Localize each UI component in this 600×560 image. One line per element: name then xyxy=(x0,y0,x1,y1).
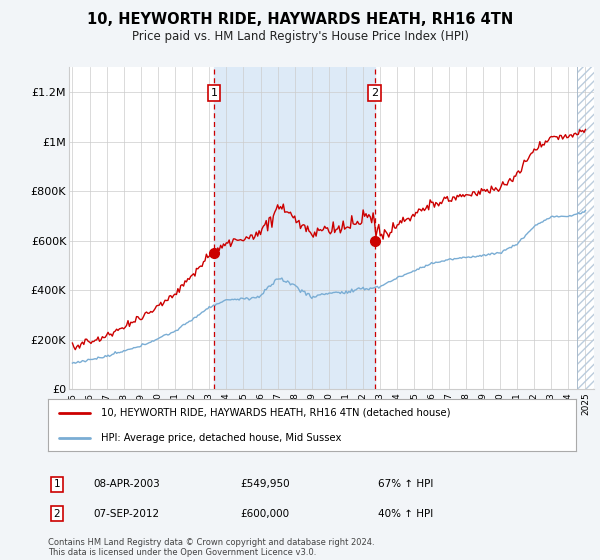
Bar xyxy=(577,67,594,389)
Text: HPI: Average price, detached house, Mid Sussex: HPI: Average price, detached house, Mid … xyxy=(101,433,341,443)
Text: Price paid vs. HM Land Registry's House Price Index (HPI): Price paid vs. HM Land Registry's House … xyxy=(131,30,469,43)
Text: 08-APR-2003: 08-APR-2003 xyxy=(93,479,160,489)
Text: 2: 2 xyxy=(371,88,379,98)
Text: 2: 2 xyxy=(53,508,61,519)
Text: 67% ↑ HPI: 67% ↑ HPI xyxy=(378,479,433,489)
Bar xyxy=(214,67,375,389)
Text: 07-SEP-2012: 07-SEP-2012 xyxy=(93,508,159,519)
Text: 1: 1 xyxy=(211,88,217,98)
Text: 40% ↑ HPI: 40% ↑ HPI xyxy=(378,508,433,519)
Text: 1: 1 xyxy=(53,479,61,489)
Text: 10, HEYWORTH RIDE, HAYWARDS HEATH, RH16 4TN: 10, HEYWORTH RIDE, HAYWARDS HEATH, RH16 … xyxy=(87,12,513,27)
Text: 10, HEYWORTH RIDE, HAYWARDS HEATH, RH16 4TN (detached house): 10, HEYWORTH RIDE, HAYWARDS HEATH, RH16 … xyxy=(101,408,450,418)
Text: £600,000: £600,000 xyxy=(240,508,289,519)
Text: Contains HM Land Registry data © Crown copyright and database right 2024.
This d: Contains HM Land Registry data © Crown c… xyxy=(48,538,374,557)
Text: £549,950: £549,950 xyxy=(240,479,290,489)
